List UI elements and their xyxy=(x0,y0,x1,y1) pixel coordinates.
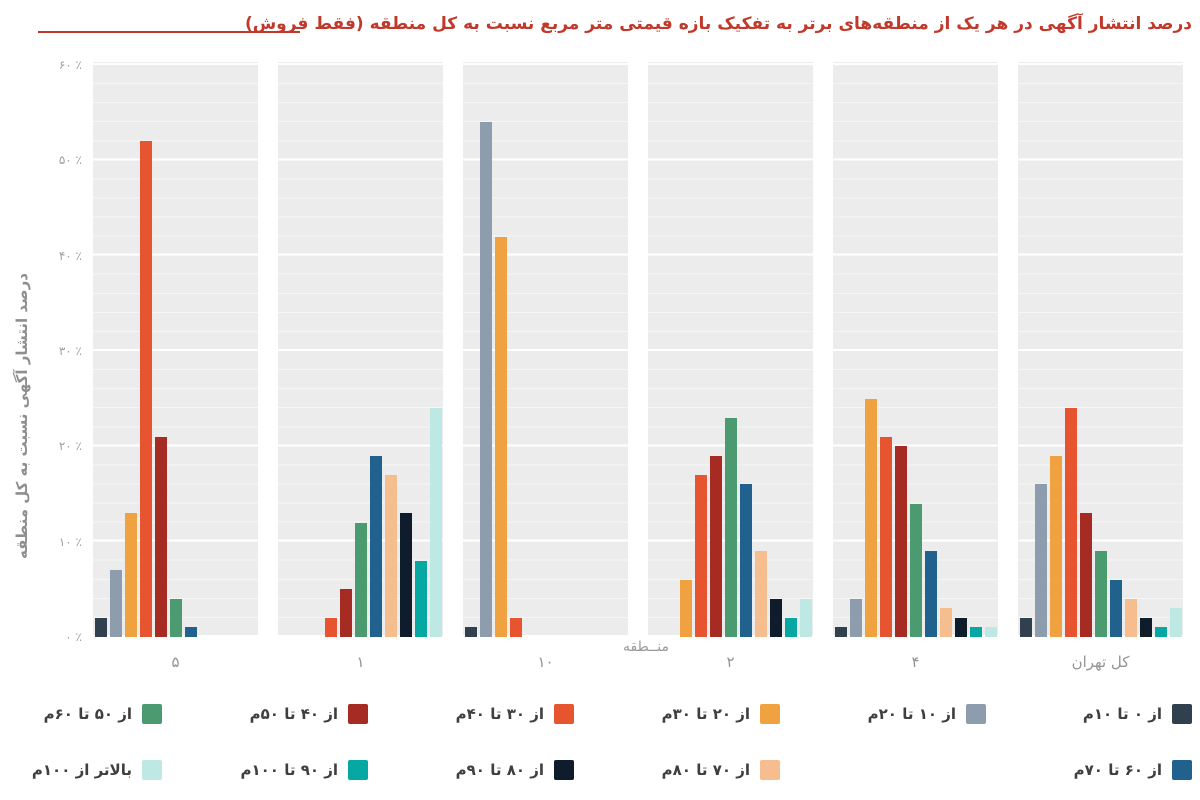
y-tick-label: ۵۰ ٪ xyxy=(58,153,82,168)
bar[interactable] xyxy=(154,436,167,637)
y-axis-title: درصد انتشار آگهی نسبت به کل منطقه xyxy=(13,273,31,559)
bar[interactable] xyxy=(784,617,797,637)
y-tick-label: ۶۰ ٪ xyxy=(58,58,82,72)
bar[interactable] xyxy=(339,589,352,637)
bar[interactable] xyxy=(464,627,477,637)
chart-title: درصد انتشار آگهی در هر یک از منطقه‌های ب… xyxy=(244,14,1192,34)
y-tick-label: ۱۰ ٪ xyxy=(58,534,82,549)
bar[interactable] xyxy=(924,551,937,637)
legend-swatch[interactable] xyxy=(1172,760,1192,780)
bar[interactable] xyxy=(109,570,122,637)
bar[interactable] xyxy=(984,627,997,637)
bar[interactable] xyxy=(739,484,752,637)
bar[interactable] xyxy=(324,617,337,637)
y-tick-label: ۴۰ ٪ xyxy=(58,248,82,263)
bar[interactable] xyxy=(369,455,382,637)
legend-swatch[interactable] xyxy=(966,704,986,724)
legend-label: از ۰ تا ۱۰م xyxy=(1082,705,1162,723)
bar[interactable] xyxy=(169,598,182,637)
bar[interactable] xyxy=(479,122,492,637)
legend-swatch[interactable] xyxy=(1172,704,1192,724)
bar[interactable] xyxy=(969,627,982,637)
legend-swatch[interactable] xyxy=(142,704,162,724)
legend-label: از ۶۰ تا ۷۰م xyxy=(1073,761,1162,779)
x-category-label: ۲ xyxy=(726,653,735,671)
bar[interactable] xyxy=(939,608,952,637)
bar[interactable] xyxy=(139,141,152,637)
legend-swatch[interactable] xyxy=(554,760,574,780)
x-category-label: ۵ xyxy=(171,653,180,671)
bar[interactable] xyxy=(894,446,907,637)
bar[interactable] xyxy=(1034,484,1047,637)
bar[interactable] xyxy=(429,408,442,637)
legend-label: بالاتر از ۱۰۰م xyxy=(31,761,132,779)
x-category-label: کل تهران xyxy=(1071,653,1130,671)
bar[interactable] xyxy=(354,522,367,637)
bar[interactable] xyxy=(1079,513,1092,637)
bar[interactable] xyxy=(879,436,892,637)
bar[interactable] xyxy=(184,627,197,637)
bar[interactable] xyxy=(1169,608,1182,637)
bar[interactable] xyxy=(769,598,782,637)
bar[interactable] xyxy=(1049,455,1062,637)
legend-swatch[interactable] xyxy=(348,760,368,780)
bar[interactable] xyxy=(709,455,722,637)
legend-swatch[interactable] xyxy=(142,760,162,780)
bar[interactable] xyxy=(1064,408,1077,637)
bar[interactable] xyxy=(414,560,427,637)
title-rule-line xyxy=(38,31,300,33)
bar[interactable] xyxy=(694,474,707,637)
legend-label: از ۱۰ تا ۲۰م xyxy=(867,705,956,723)
x-category-label: ۱ xyxy=(356,653,365,671)
bar[interactable] xyxy=(849,598,862,637)
bar[interactable] xyxy=(1094,551,1107,637)
bar[interactable] xyxy=(1124,598,1137,637)
bar[interactable] xyxy=(864,398,877,637)
plot-band xyxy=(1018,62,1183,637)
x-axis-title: منــطقه xyxy=(623,639,669,655)
bar[interactable] xyxy=(1019,617,1032,637)
bar[interactable] xyxy=(909,503,922,637)
bar[interactable] xyxy=(834,627,847,637)
legend-label: از ۹۰ تا ۱۰۰م xyxy=(240,761,339,779)
legend-label: از ۳۰ تا ۴۰م xyxy=(455,705,544,723)
bar[interactable] xyxy=(1109,579,1122,637)
legend-swatch[interactable] xyxy=(348,704,368,724)
bar[interactable] xyxy=(509,617,522,637)
legend-swatch[interactable] xyxy=(760,760,780,780)
y-tick-label: ۰ ٪ xyxy=(65,630,82,644)
y-tick-label: ۳۰ ٪ xyxy=(58,344,82,358)
x-category-label: ۴ xyxy=(911,653,920,671)
bar[interactable] xyxy=(754,551,767,637)
bar[interactable] xyxy=(384,474,397,637)
bar[interactable] xyxy=(494,236,507,637)
bar[interactable] xyxy=(954,617,967,637)
bar[interactable] xyxy=(124,513,137,637)
x-category-label: ۱۰ xyxy=(537,653,554,671)
y-tick-label: ۲۰ ٪ xyxy=(58,439,82,454)
bar[interactable] xyxy=(1139,617,1152,637)
legend-swatch[interactable] xyxy=(554,704,574,724)
plot-band xyxy=(93,62,258,637)
legend-label: از ۷۰ تا ۸۰م xyxy=(661,761,750,779)
bar[interactable] xyxy=(724,417,737,637)
bar[interactable] xyxy=(679,579,692,637)
bar[interactable] xyxy=(399,513,412,637)
legend-label: از ۵۰ تا ۶۰م xyxy=(43,705,132,723)
bar[interactable] xyxy=(799,598,812,637)
bar[interactable] xyxy=(1154,627,1167,637)
legend-swatch[interactable] xyxy=(760,704,780,724)
legend-label: از ۴۰ تا ۵۰م xyxy=(249,705,338,723)
bar[interactable] xyxy=(94,617,107,637)
legend-label: از ۸۰ تا ۹۰م xyxy=(455,761,544,779)
legend-label: از ۲۰ تا ۳۰م xyxy=(661,705,750,723)
